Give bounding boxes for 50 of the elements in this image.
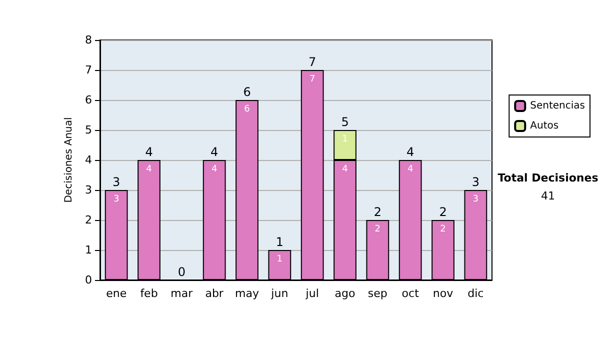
data-label: 2 — [440, 224, 446, 234]
x-tick-label: mar — [170, 287, 194, 300]
legend-label: Sentencias — [530, 100, 586, 112]
x-tick-label: jun — [270, 287, 288, 300]
total-label: 1 — [276, 235, 284, 249]
total-label: 4 — [406, 145, 414, 159]
data-label: 1 — [342, 134, 348, 144]
y-axis-title: Decisiones Anual — [64, 117, 75, 203]
y-tick-label: 0 — [85, 274, 92, 286]
data-label: 7 — [309, 74, 316, 84]
data-label: 4 — [211, 164, 218, 174]
data-label: 4 — [342, 164, 348, 174]
text: Total Decisiones — [498, 172, 599, 184]
data-label: 3 — [113, 194, 120, 204]
legend-label: Autos — [530, 120, 559, 132]
y-tick-label: 4 — [85, 154, 92, 166]
y-tick-label: 3 — [85, 184, 92, 196]
y-tick-label: 8 — [85, 34, 92, 46]
data-label: 4 — [146, 164, 152, 174]
x-tick-label: oct — [402, 287, 420, 300]
x-tick-label: ago — [334, 287, 356, 300]
total-label: 2 — [439, 205, 447, 219]
total-label: 2 — [374, 205, 382, 219]
total-label: 5 — [341, 115, 349, 129]
x-tick-label: dic — [468, 287, 484, 300]
x-tick-label: nov — [432, 287, 454, 300]
y-tick-label: 6 — [85, 94, 92, 106]
y-tick-label: 1 — [85, 244, 92, 256]
total-label: 6 — [243, 85, 251, 99]
total-label: 7 — [308, 55, 316, 69]
total-label: 3 — [112, 175, 120, 189]
total-label: 4 — [210, 145, 218, 159]
data-label: 4 — [407, 164, 414, 174]
total-label: 0 — [178, 265, 186, 279]
y-tick-label: 5 — [85, 124, 92, 136]
x-tick-label: feb — [140, 287, 158, 300]
x-tick-label: sep — [368, 287, 388, 300]
x-tick-label: ene — [106, 287, 127, 300]
total-label: 4 — [145, 145, 153, 159]
data-label: 1 — [276, 254, 283, 264]
data-label: 6 — [244, 104, 250, 114]
data-label: 2 — [374, 224, 381, 234]
y-tick-label: 2 — [85, 214, 92, 226]
x-tick-label: jul — [304, 287, 319, 300]
total-label: 3 — [472, 175, 480, 189]
data-label: 3 — [472, 194, 479, 204]
text: 41 — [541, 190, 555, 202]
y-tick-label: 7 — [85, 64, 92, 76]
x-tick-label: may — [235, 287, 260, 300]
x-tick-label: abr — [205, 287, 224, 300]
